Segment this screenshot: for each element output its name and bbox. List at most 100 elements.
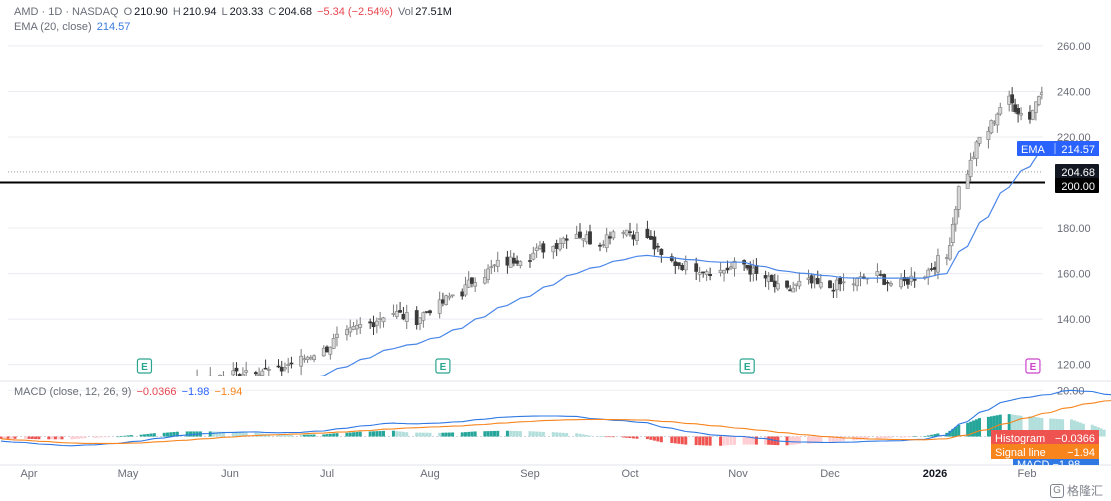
candle-body: [588, 231, 592, 245]
candle-body: [283, 367, 287, 370]
candle-body: [418, 317, 422, 324]
candle-body: [554, 243, 559, 249]
candle: [368, 318, 373, 330]
candle-body: [701, 271, 706, 274]
earnings-marker[interactable]: E: [136, 358, 153, 374]
histogram-bar: [80, 436, 84, 439]
candle: [718, 262, 723, 277]
candle: [815, 270, 820, 285]
macd-value-label: MACD −1.98: [1013, 457, 1099, 465]
histogram-bar: [231, 431, 235, 437]
histogram-bar: [828, 436, 832, 443]
candle-body: [659, 248, 664, 256]
histogram-bar: [460, 432, 464, 437]
candle: [345, 325, 349, 341]
histogram-bar: [1034, 417, 1038, 437]
earnings-marker[interactable]: E: [435, 358, 451, 374]
earnings-marker-label: E: [744, 362, 751, 373]
candle-body: [495, 259, 500, 267]
candle: [80, 424, 83, 436]
candle-body: [3, 417, 6, 418]
histogram-bar: [1037, 417, 1041, 437]
candle: [10, 412, 13, 431]
candle: [899, 273, 904, 290]
candle-body: [51, 431, 54, 436]
candle-body: [263, 367, 268, 370]
histogram-bar: [605, 436, 609, 438]
candle: [841, 273, 846, 291]
histogram-bar: [1040, 418, 1044, 437]
histogram-bar: [608, 436, 612, 438]
earnings-marker[interactable]: E: [739, 358, 755, 374]
histogram-bar: [518, 431, 522, 437]
candle: [806, 269, 811, 285]
histogram-bar: [541, 431, 545, 437]
earnings-marker[interactable]: E: [1025, 358, 1041, 374]
histogram-bar: [719, 436, 723, 446]
histogram-bar: [611, 436, 615, 438]
histogram-bar: [951, 428, 955, 437]
x-tick-label: Apr: [20, 468, 37, 480]
histogram-bar: [742, 436, 746, 445]
histogram-bar: [865, 436, 869, 439]
histogram-bar: [528, 431, 532, 437]
candle-body: [241, 373, 245, 376]
candle: [635, 223, 639, 245]
candle-body: [260, 370, 265, 376]
histogram-bar: [123, 435, 127, 437]
histogram-bar: [621, 436, 625, 438]
histogram-bar: [551, 432, 555, 437]
candle-body: [482, 277, 487, 284]
candle-body: [348, 327, 353, 333]
histogram-bar: [1028, 416, 1032, 437]
candle: [0, 416, 3, 420]
histogram-bar: [886, 436, 890, 439]
candle: [266, 366, 271, 376]
candle-body: [986, 131, 991, 140]
candle-body: [276, 365, 281, 368]
candle: [645, 220, 650, 239]
histogram-bar: [561, 432, 565, 437]
histogram-bar: [391, 430, 395, 437]
histogram-bar: [957, 424, 961, 437]
candle: [1039, 86, 1043, 100]
candle: [1031, 109, 1035, 121]
histogram-bar: [954, 426, 958, 437]
candle-body: [1094, 51, 1097, 58]
candle: [624, 229, 629, 237]
candle-body: [460, 291, 465, 297]
last-price-label-bg: [1055, 164, 1099, 179]
candle-body: [381, 317, 386, 323]
histogram-bar: [694, 436, 698, 446]
candle-body: [584, 234, 589, 243]
ohlc-legend: AMD · 1D · NASDAQ O 210.90 H 210.94 L 203.3…: [14, 6, 452, 18]
candle: [486, 264, 490, 284]
histogram-bar: [751, 436, 755, 445]
candle-body: [751, 267, 756, 275]
candle-body: [508, 256, 513, 268]
histogram-bar: [463, 432, 467, 437]
earnings-marker-box: [136, 358, 153, 374]
candle: [437, 291, 442, 319]
histogram-bar: [100, 436, 104, 438]
candle: [34, 418, 37, 434]
candle: [947, 237, 952, 261]
candle: [683, 255, 688, 275]
signal-value-label-bg: [991, 444, 1099, 459]
candle-body: [1016, 108, 1020, 115]
candle: [551, 245, 556, 259]
histogram-bar: [381, 430, 385, 437]
candle-body: [748, 265, 753, 275]
histogram-bar: [906, 436, 910, 438]
candle: [538, 240, 542, 251]
candle: [766, 272, 771, 290]
candle-body: [772, 280, 777, 288]
candle-body: [754, 265, 759, 274]
histogram-bar: [933, 434, 937, 437]
candle-body: [54, 428, 57, 433]
candle-body: [231, 370, 236, 376]
candle: [729, 262, 733, 271]
candle-body: [885, 282, 890, 284]
candle: [818, 274, 823, 290]
